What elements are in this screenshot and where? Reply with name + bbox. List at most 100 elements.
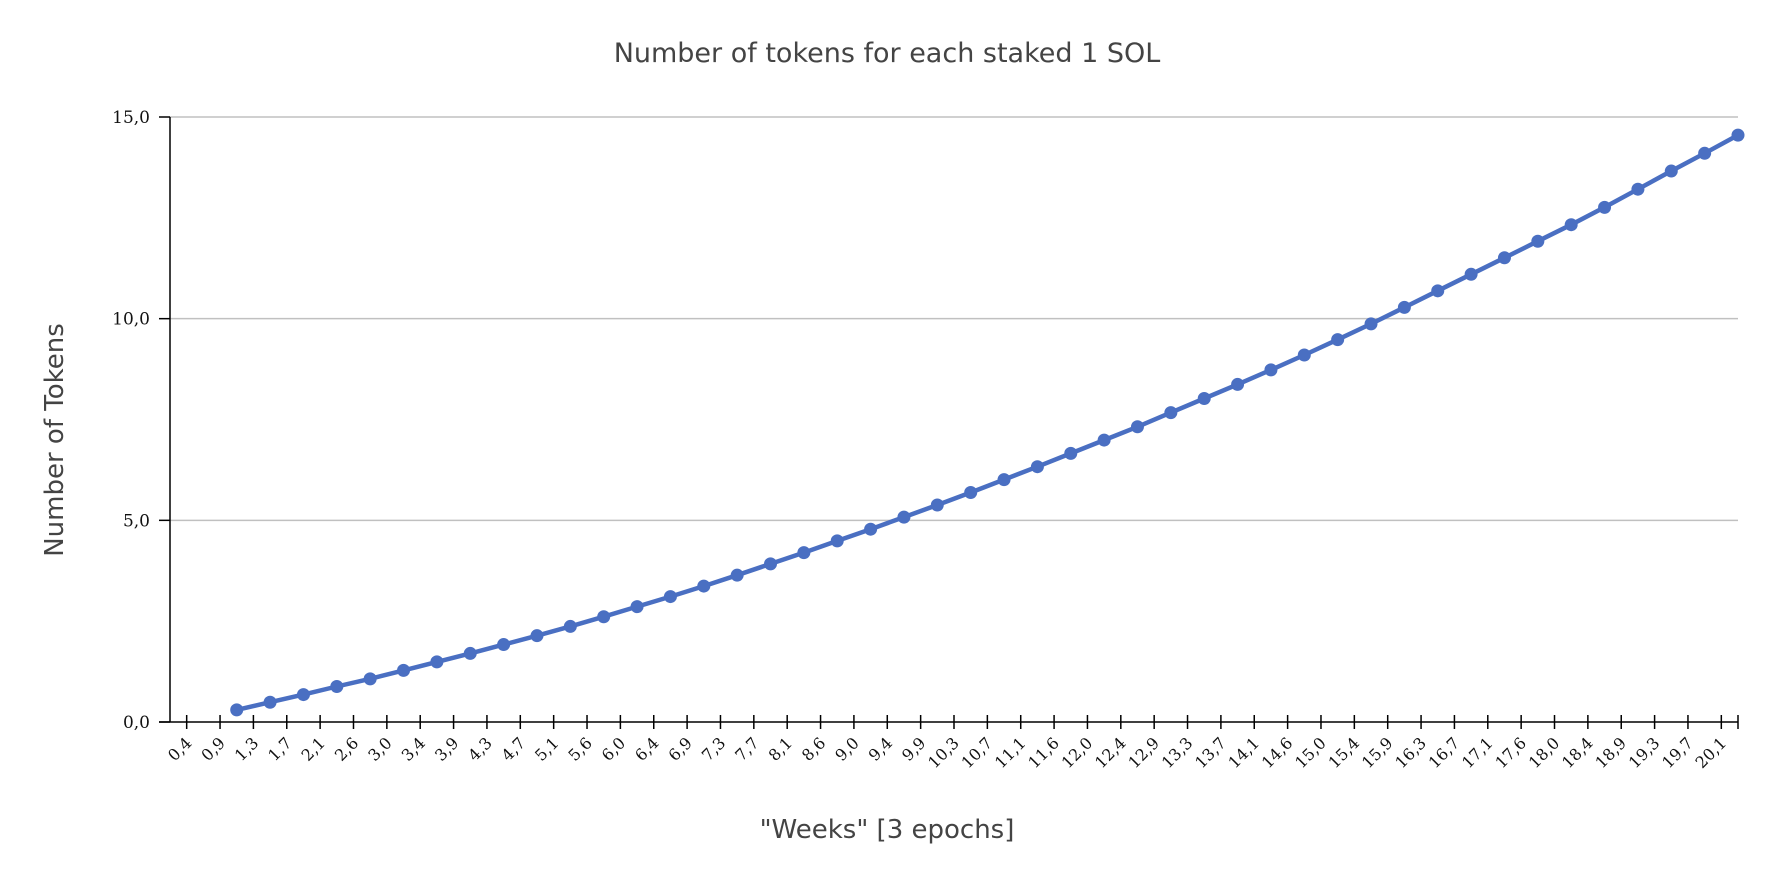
- x-tick-label: 11,1: [991, 733, 1030, 772]
- x-tick-label: 5,6: [564, 733, 595, 764]
- x-tick-label: 3,4: [398, 733, 429, 764]
- data-point: [1497, 251, 1511, 265]
- x-tick-label: 10,3: [924, 733, 963, 772]
- x-tick-label: 19,7: [1658, 733, 1697, 772]
- x-tick-label: 3,0: [364, 733, 395, 764]
- data-point: [1064, 446, 1078, 460]
- x-tick-label: 16,3: [1391, 733, 1430, 772]
- x-tick-label: 12,0: [1058, 733, 1097, 772]
- x-tick-label: 7,7: [731, 733, 762, 764]
- data-point: [563, 619, 577, 633]
- data-point: [1631, 182, 1645, 196]
- data-point: [1030, 460, 1044, 474]
- x-tick-label: 1,3: [231, 733, 262, 764]
- x-axis-label: "Weeks" [3 epochs]: [759, 815, 1015, 845]
- x-tick-label: 3,9: [431, 733, 462, 764]
- data-point: [463, 646, 477, 660]
- x-tick-label: 4,7: [498, 733, 529, 764]
- x-tick-label: 19,3: [1625, 733, 1664, 772]
- data-point: [397, 663, 411, 677]
- data-point: [1231, 377, 1245, 391]
- x-tick-label: 14,1: [1224, 733, 1263, 772]
- data-point: [296, 688, 310, 702]
- x-tick-label: 0,4: [164, 733, 195, 764]
- data-point: [1464, 267, 1478, 281]
- x-tick-label: 5,1: [531, 733, 562, 764]
- data-point: [1364, 317, 1378, 331]
- y-tick-label: 10,0: [112, 310, 150, 330]
- x-tick-label: 18,0: [1525, 733, 1564, 772]
- x-tick-label: 6,9: [665, 733, 696, 764]
- data-point: [630, 600, 644, 614]
- x-tick-label: 20,1: [1692, 733, 1731, 772]
- x-tick-label: 17,6: [1491, 733, 1530, 772]
- data-point: [530, 629, 544, 643]
- data-point: [497, 638, 511, 652]
- x-tick-label: 11,6: [1024, 733, 1063, 772]
- data-point: [1431, 284, 1445, 298]
- series-line: [236, 133, 1740, 713]
- x-tick-label: 9,4: [865, 733, 896, 764]
- x-tick-label: 1,7: [264, 733, 295, 764]
- data-point: [1097, 433, 1111, 447]
- y-tick-label: 0,0: [123, 713, 150, 733]
- data-point: [1130, 420, 1144, 434]
- data-point: [363, 672, 377, 686]
- data-point: [730, 568, 744, 582]
- data-point: [330, 680, 344, 694]
- x-tick-label: 8,1: [765, 733, 796, 764]
- data-point: [663, 590, 677, 604]
- x-tick-label: 13,3: [1158, 733, 1197, 772]
- x-tick-label: 15,4: [1325, 733, 1364, 772]
- data-point: [1297, 348, 1311, 362]
- data-point: [1397, 300, 1411, 314]
- data-point: [930, 498, 944, 512]
- x-tick-label: 12,9: [1124, 733, 1163, 772]
- x-tick-label: 7,3: [698, 733, 729, 764]
- data-point: [1698, 146, 1712, 160]
- x-tick-label: 18,9: [1591, 733, 1630, 772]
- x-tick-label: 12,4: [1091, 733, 1130, 772]
- data-point: [797, 546, 811, 560]
- x-tick-label: 2,1: [298, 733, 329, 764]
- x-tick-label: 17,1: [1458, 733, 1497, 772]
- x-tick-label: 8,6: [798, 733, 829, 764]
- x-tick-label: 15,0: [1291, 733, 1330, 772]
- x-tick-label: 16,7: [1425, 733, 1464, 772]
- data-point: [1264, 363, 1278, 377]
- data-point: [230, 703, 244, 717]
- data-point: [1598, 200, 1612, 214]
- data-point: [964, 486, 978, 500]
- data-point: [597, 610, 611, 624]
- y-tick-label: 15,0: [112, 108, 150, 128]
- y-tick-label: 5,0: [123, 511, 150, 531]
- x-tick-label: 4,3: [464, 733, 495, 764]
- data-point: [1664, 164, 1678, 178]
- data-point: [1164, 406, 1178, 420]
- data-point: [1197, 392, 1211, 406]
- x-tick-label: 15,9: [1358, 733, 1397, 772]
- data-point: [864, 522, 878, 536]
- x-tick-label: 18,4: [1558, 733, 1597, 772]
- x-tick-label: 6,4: [631, 733, 662, 764]
- data-point: [1564, 218, 1578, 232]
- data-point: [764, 557, 778, 571]
- data-point: [1731, 128, 1745, 142]
- data-point: [897, 510, 911, 524]
- data-point: [830, 534, 844, 548]
- x-tick-label: 14,6: [1258, 733, 1297, 772]
- x-tick-label: 6,0: [598, 733, 629, 764]
- x-tick-label: 10,7: [958, 733, 997, 772]
- data-point: [430, 655, 444, 669]
- x-tick-label: 9,0: [831, 733, 862, 764]
- data-point: [263, 695, 277, 709]
- chart-title: Number of tokens for each staked 1 SOL: [613, 38, 1161, 69]
- x-tick-label: 13,7: [1191, 733, 1230, 772]
- y-axis-label: Number of Tokens: [40, 323, 70, 557]
- data-point: [997, 473, 1011, 487]
- data-point: [697, 579, 711, 593]
- data-point: [1531, 234, 1545, 248]
- x-tick-label: 0,9: [197, 733, 228, 764]
